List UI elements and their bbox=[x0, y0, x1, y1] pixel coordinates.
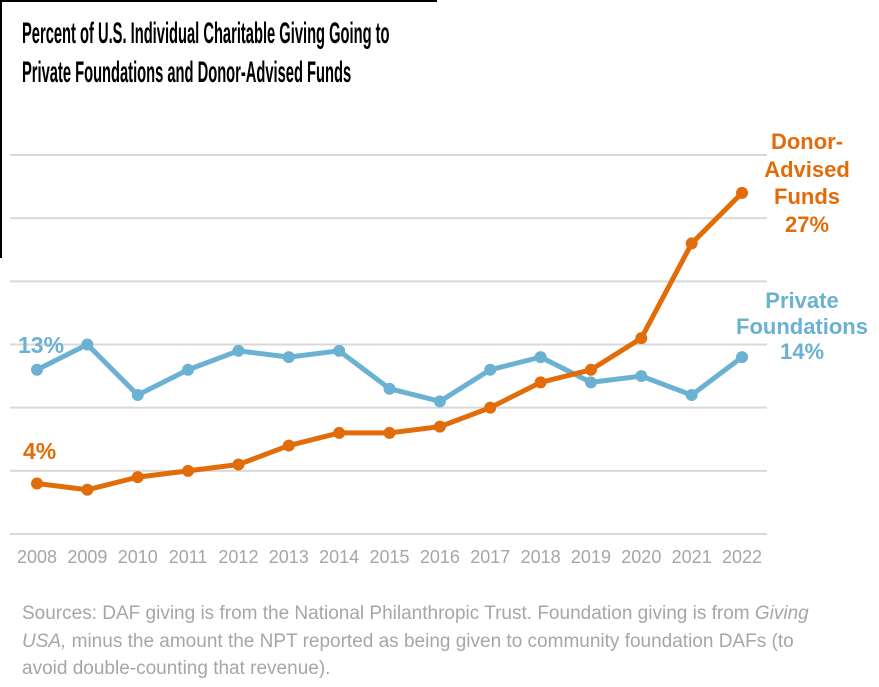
pf-end-value-label: 14% bbox=[779, 339, 825, 364]
private-foundations-series-label: Private Foundations 14% bbox=[722, 288, 879, 365]
daf-point-2012 bbox=[232, 458, 245, 471]
x-tick-label-2010: 2010 bbox=[118, 547, 158, 567]
daf-end-value-label: 27% bbox=[784, 211, 830, 237]
daf-point-2015 bbox=[383, 426, 396, 439]
private-foundations-start-value-label: 13% bbox=[18, 332, 65, 358]
private-foundations-point-2022 bbox=[736, 351, 749, 364]
daf-series-label-line2: Advised bbox=[764, 156, 850, 182]
daf-point-2008 bbox=[31, 477, 43, 490]
source-note-italic-segment: Giving bbox=[754, 603, 809, 624]
source-note: Sources: DAF giving is from the National… bbox=[22, 600, 872, 683]
daf-point-2009 bbox=[81, 483, 94, 496]
x-tick-label-2012: 2012 bbox=[218, 547, 258, 567]
source-note-segment: avoid double-counting that revenue). bbox=[22, 658, 331, 679]
daf-point-2019 bbox=[584, 363, 597, 376]
daf-point-2018 bbox=[534, 376, 547, 389]
x-tick-label-2014: 2014 bbox=[319, 547, 359, 567]
x-tick-label-2018: 2018 bbox=[521, 547, 561, 567]
x-tick-label-2013: 2013 bbox=[269, 547, 309, 567]
x-tick-label-2020: 2020 bbox=[621, 547, 661, 567]
source-note-line-1: Sources: DAF giving is from the National… bbox=[22, 600, 872, 628]
x-tick-label-2017: 2017 bbox=[470, 547, 510, 567]
chart-title: Percent of U.S. Individual Charitable Gi… bbox=[22, 14, 390, 92]
private-foundations-point-2016 bbox=[433, 395, 446, 408]
daf-point-2017 bbox=[484, 401, 497, 414]
source-note-line-2: USA, minus the amount the NPT reported a… bbox=[22, 628, 872, 656]
daf-point-2016 bbox=[433, 420, 446, 433]
daf-point-2013 bbox=[282, 439, 295, 452]
daf-series-label-line3: Funds bbox=[774, 184, 840, 209]
private-foundations-point-2021 bbox=[685, 389, 698, 402]
x-tick-label-2008: 2008 bbox=[17, 547, 57, 567]
daf-point-2020 bbox=[635, 332, 648, 345]
x-tick-label-2022: 2022 bbox=[722, 547, 762, 567]
private-foundations-point-2013 bbox=[282, 351, 295, 364]
private-foundations-point-2015 bbox=[383, 382, 396, 395]
x-tick-label-2009: 2009 bbox=[67, 547, 107, 567]
source-note-line-3: avoid double-counting that revenue). bbox=[22, 655, 872, 683]
private-foundations-point-2008 bbox=[31, 363, 43, 376]
daf-point-2011 bbox=[182, 464, 195, 477]
private-foundations-point-2010 bbox=[131, 389, 144, 402]
figure-border-top bbox=[0, 0, 437, 2]
source-note-italic-segment: USA, bbox=[22, 630, 67, 652]
private-foundations-point-2018 bbox=[534, 351, 547, 364]
daf-series-label: Donor- Advised Funds 27% bbox=[737, 128, 877, 238]
private-foundations-point-2017 bbox=[484, 363, 497, 376]
source-note-segment: minus the amount the NPT reported as bei… bbox=[66, 630, 794, 652]
x-tick-label-2011: 2011 bbox=[169, 547, 208, 567]
private-foundations-point-2012 bbox=[232, 344, 245, 357]
x-tick-label-2015: 2015 bbox=[369, 547, 409, 567]
private-foundations-point-2011 bbox=[182, 363, 195, 376]
chart-title-line2: Private Foundations and Donor-Advised Fu… bbox=[22, 56, 352, 89]
daf-start-value-label: 4% bbox=[23, 438, 57, 464]
daf-series-label-line1: Donor- bbox=[770, 129, 844, 154]
daf-point-2022 bbox=[736, 186, 749, 199]
private-foundations-point-2020 bbox=[635, 370, 648, 383]
x-tick-label-2021: 2021 bbox=[672, 547, 712, 567]
private-foundations-point-2014 bbox=[333, 344, 346, 357]
daf-point-2010 bbox=[131, 471, 144, 484]
private-foundations-point-2019 bbox=[584, 376, 597, 389]
source-note-segment: Sources: DAF giving is from the National… bbox=[22, 603, 755, 624]
daf-point-2014 bbox=[333, 426, 346, 439]
x-tick-label-2019: 2019 bbox=[571, 547, 611, 567]
pf-series-label-line1: Private bbox=[765, 288, 839, 313]
daf-point-2021 bbox=[685, 237, 698, 250]
chart-title-line1: Percent of U.S. Individual Charitable Gi… bbox=[22, 17, 390, 50]
private-foundations-point-2009 bbox=[81, 338, 94, 351]
pf-series-label-line2: Foundations bbox=[736, 313, 868, 339]
x-tick-label-2016: 2016 bbox=[420, 547, 460, 567]
figure-border-left bbox=[0, 0, 2, 258]
